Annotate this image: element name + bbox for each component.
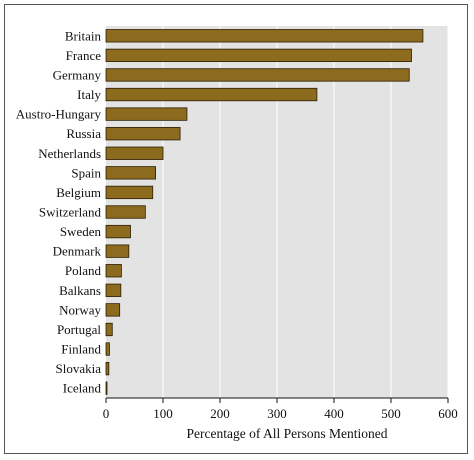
bar-iceland <box>105 381 108 395</box>
x-tick-label: 100 <box>153 406 173 421</box>
category-label: Russia <box>66 126 101 141</box>
bar-denmark <box>105 244 130 258</box>
bar-portugal <box>105 322 113 337</box>
category-label: Netherlands <box>38 146 101 161</box>
bar-poland <box>105 264 122 278</box>
bar-slovakia <box>105 361 110 376</box>
category-label: Denmark <box>53 244 102 259</box>
bar-russia <box>105 127 181 141</box>
bar-britain <box>105 29 424 43</box>
category-label: Sweden <box>60 224 102 239</box>
x-tick-label: 600 <box>438 406 458 421</box>
category-label: Austro-Hungary <box>16 107 102 122</box>
category-label: Switzerland <box>39 205 102 220</box>
category-label: Poland <box>65 263 102 278</box>
category-label: Belgium <box>56 185 101 200</box>
category-label: Norway <box>59 302 101 317</box>
category-labels: Britain France Germany Italy Austro-Hungary R… <box>16 28 102 395</box>
x-axis-title: Percentage of All Persons Mentioned <box>187 426 388 441</box>
bar-switzerland <box>105 205 146 219</box>
bar-italy <box>105 87 318 102</box>
category-label: Slovakia <box>56 361 102 376</box>
x-tick-label: 200 <box>210 406 230 421</box>
bar-sweden <box>105 224 131 239</box>
category-label: Finland <box>61 342 101 357</box>
bar-belgium <box>105 185 154 200</box>
bar-spain <box>105 166 156 180</box>
bar-netherlands <box>105 146 164 160</box>
bar-balkans <box>105 283 122 297</box>
category-label: Italy <box>77 87 101 102</box>
bar-norway <box>105 303 121 317</box>
bar-austro-hungary <box>105 107 188 121</box>
category-label: France <box>66 48 102 63</box>
category-label: Balkans <box>59 283 101 298</box>
bar-finland <box>105 342 110 356</box>
x-axis-ticks: 0 100 200 300 400 500 600 <box>103 398 458 421</box>
category-label: Portugal <box>57 322 101 337</box>
bar-germany <box>105 68 410 82</box>
x-tick-label: 500 <box>381 406 401 421</box>
x-tick-label: 400 <box>324 406 344 421</box>
x-tick-label: 300 <box>267 406 287 421</box>
category-label: Germany <box>53 67 102 82</box>
bar-france <box>105 48 412 63</box>
x-tick-label: 0 <box>103 406 110 421</box>
bars <box>105 29 424 395</box>
category-label: Britain <box>65 28 102 43</box>
category-label: Iceland <box>63 381 102 396</box>
category-label: Spain <box>71 165 101 180</box>
